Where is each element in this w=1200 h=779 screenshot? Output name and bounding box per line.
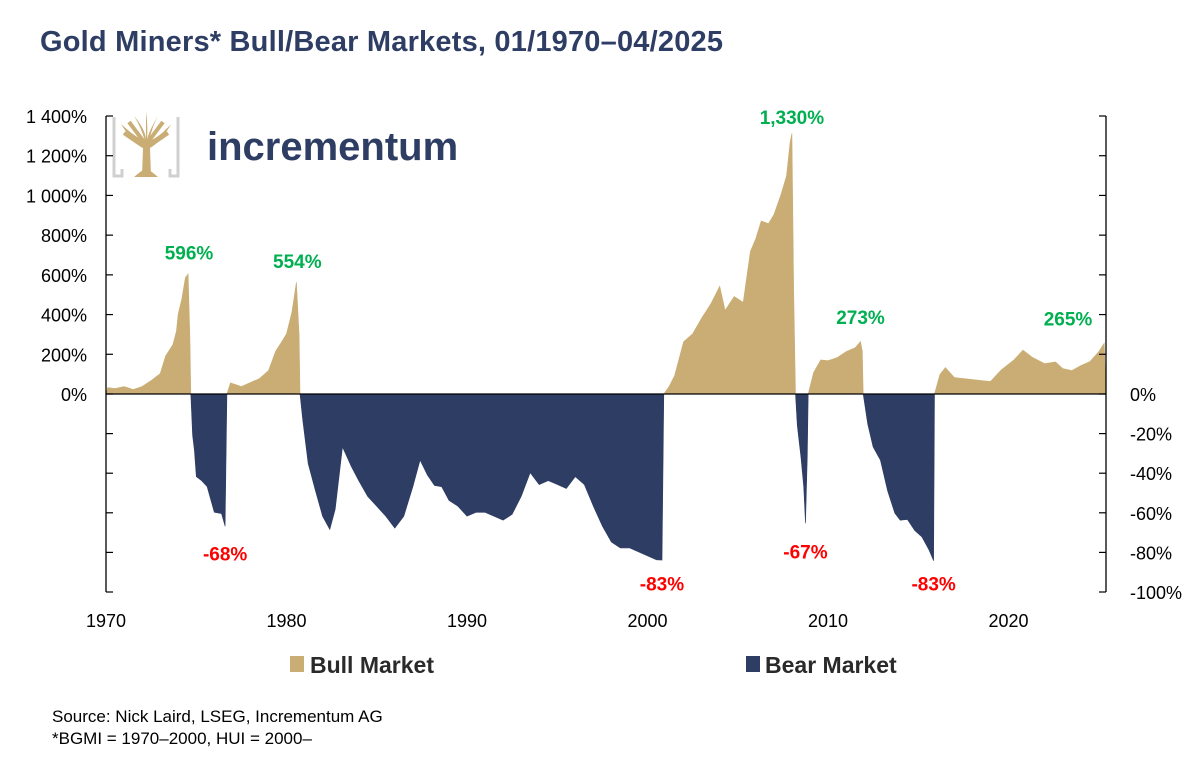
x-tick-label: 1970 <box>86 611 126 631</box>
trough-label: -68% <box>203 545 247 566</box>
right-tick-label: 0% <box>1130 385 1156 405</box>
footnotes: Source: Nick Laird, LSEG, Incrementum AG… <box>52 706 383 750</box>
trough-label: -83% <box>640 574 684 595</box>
logo: incrementum <box>112 112 458 178</box>
peak-label: 596% <box>165 244 214 265</box>
legend: Bull Market Bear Market <box>290 652 897 678</box>
x-axis-ticks: 1970 1980 1990 2000 2010 2020 <box>86 611 1029 631</box>
bull-market-area-2 <box>226 282 301 395</box>
legend-bull-label: Bull Market <box>310 652 434 678</box>
bull-market-area-5 <box>934 342 1107 395</box>
left-tick-label: 0% <box>61 385 87 405</box>
right-tick-label: -60% <box>1130 504 1172 524</box>
peak-label: 265% <box>1044 309 1093 330</box>
right-tick-label: -40% <box>1130 464 1172 484</box>
axes: 1 400% 1 200% 1 000% 800% 600% 400% 200% 0% 0% -… <box>26 107 1182 631</box>
legend-bull-swatch <box>290 656 304 672</box>
left-tick-label: 200% <box>41 345 87 365</box>
peak-label: 1,330% <box>760 108 825 129</box>
bull-market-area-3 <box>663 133 796 395</box>
legend-bear-swatch <box>746 656 760 672</box>
left-tick-label: 1 000% <box>26 186 87 206</box>
legend-bear-label: Bear Market <box>765 652 897 678</box>
bear-market-area-4 <box>862 393 935 561</box>
plot-area <box>105 133 1107 561</box>
logo-text: incrementum <box>207 125 458 169</box>
left-tick-label: 600% <box>41 266 87 286</box>
bull-market-area-4 <box>807 340 864 395</box>
left-tick-label: 400% <box>41 306 87 326</box>
right-tick-label: -20% <box>1130 425 1172 445</box>
tree-icon <box>112 112 180 178</box>
left-tick-label: 800% <box>41 226 87 246</box>
x-tick-label: 1980 <box>266 611 306 631</box>
right-axis-ticks: 0% -20% -40% -60% -80% -100% <box>1099 115 1182 603</box>
peak-label: 273% <box>836 308 885 329</box>
source-note: Source: Nick Laird, LSEG, Incrementum AG <box>52 707 383 726</box>
trough-label: -83% <box>911 574 955 595</box>
left-tick-label: 1 400% <box>26 107 87 127</box>
peak-label: 554% <box>273 252 322 273</box>
right-tick-label: -80% <box>1130 543 1172 563</box>
x-tick-label: 2020 <box>989 611 1029 631</box>
bear-market-area-1 <box>190 393 228 527</box>
x-tick-label: 1990 <box>447 611 487 631</box>
x-tick-label: 2000 <box>627 611 667 631</box>
trough-label: -67% <box>783 543 827 564</box>
left-axis-ticks: 1 400% 1 200% 1 000% 800% 600% 400% 200% 0% <box>26 107 113 593</box>
chart: incrementum 1 400% 1 200% 1 000% 800% 600% 40… <box>26 107 1182 678</box>
right-tick-label: -100% <box>1130 583 1182 603</box>
index-footnote: *BGMI = 1970–2000, HUI = 2000– <box>52 729 312 748</box>
annotations: 596% 554% 1,330% 273% 265% -68% -83% -67% -83% <box>165 108 1093 595</box>
x-tick-label: 2010 <box>808 611 848 631</box>
bear-market-area-2 <box>299 393 665 561</box>
chart-title: Gold Miners* Bull/Bear Markets, 01/1970–… <box>40 26 724 58</box>
bull-market-area-1 <box>105 273 192 395</box>
bear-market-area-3 <box>795 393 809 524</box>
left-tick-label: 1 200% <box>26 147 87 167</box>
